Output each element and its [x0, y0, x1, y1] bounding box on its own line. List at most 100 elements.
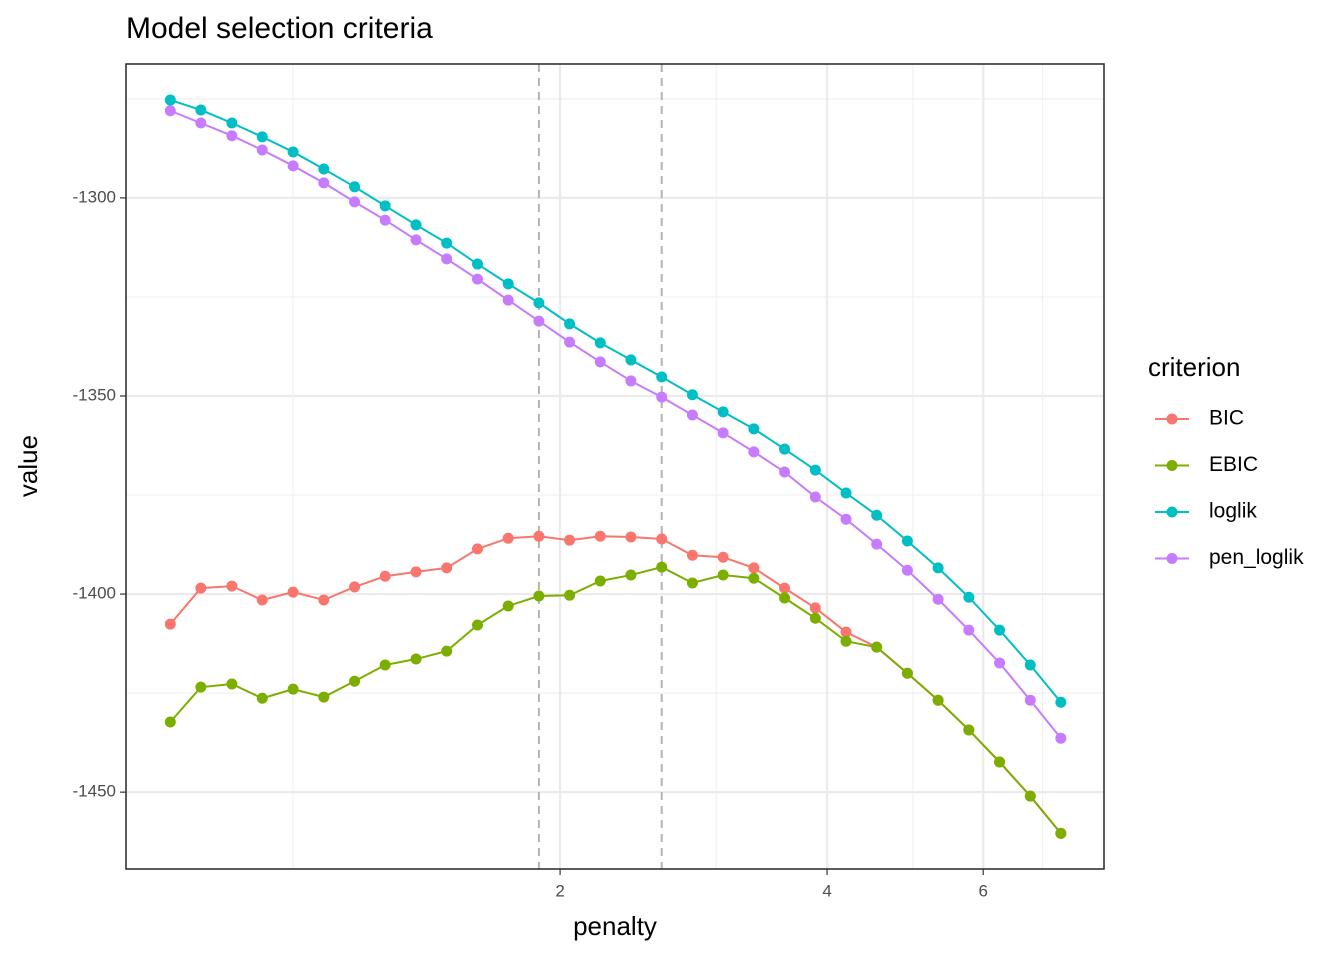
data-point: [963, 724, 975, 736]
data-point: [502, 294, 514, 306]
data-point: [656, 561, 668, 573]
plot-border: [125, 63, 1105, 870]
data-point: [717, 406, 729, 418]
series-line: [169, 99, 1062, 703]
data-point: [871, 538, 883, 550]
data-point: [901, 667, 913, 679]
data-point: [195, 681, 207, 693]
data-point: [379, 200, 391, 212]
data-point: [717, 427, 729, 439]
data-point: [226, 580, 238, 592]
data-point: [533, 315, 545, 327]
y-tick-label: -1300: [73, 187, 116, 206]
data-point: [471, 543, 483, 555]
data-point: [349, 581, 361, 593]
data-point: [809, 602, 821, 614]
data-point: [318, 691, 330, 703]
x-tick-label: 6: [978, 881, 987, 900]
data-point: [564, 589, 576, 601]
data-point: [1024, 694, 1036, 706]
data-point: [656, 533, 668, 545]
y-tick-label: -1350: [73, 385, 116, 404]
data-point: [441, 253, 453, 265]
data-point: [471, 619, 483, 631]
data-point: [994, 624, 1006, 636]
data-point: [594, 530, 606, 542]
data-point: [195, 104, 207, 116]
series-line: [169, 109, 1062, 739]
data-point: [256, 144, 268, 156]
legend-marker: [1166, 553, 1178, 564]
data-point: [963, 591, 975, 603]
x-tick-label: 4: [822, 881, 831, 900]
data-point: [686, 389, 698, 401]
legend-label: BIC: [1209, 407, 1244, 430]
data-point: [717, 569, 729, 581]
data-point: [441, 562, 453, 574]
data-point: [594, 337, 606, 349]
data-point: [318, 163, 330, 175]
data-point: [287, 586, 299, 598]
data-point: [564, 534, 576, 546]
data-point: [625, 354, 637, 366]
data-point: [840, 635, 852, 647]
data-point: [502, 600, 514, 612]
data-point: [840, 513, 852, 525]
data-point: [349, 196, 361, 208]
data-point: [256, 692, 268, 704]
data-point: [256, 594, 268, 606]
data-point: [779, 582, 791, 594]
data-point: [625, 375, 637, 387]
legend-marker: [1166, 413, 1178, 425]
y-tick-label: -1450: [73, 782, 116, 801]
data-point: [901, 564, 913, 576]
data-point: [994, 756, 1006, 768]
data-point: [379, 214, 391, 226]
data-point: [686, 409, 698, 421]
data-point: [717, 551, 729, 563]
data-point: [379, 659, 391, 671]
data-point: [932, 562, 944, 574]
legend-label: pen_loglik: [1209, 546, 1304, 569]
data-point: [840, 487, 852, 499]
data-point: [932, 593, 944, 605]
data-point: [164, 716, 176, 728]
data-point: [471, 258, 483, 270]
data-point: [625, 569, 637, 581]
data-point: [686, 577, 698, 589]
data-point: [779, 466, 791, 478]
x-tick-label: 2: [555, 881, 564, 900]
data-point: [809, 612, 821, 624]
data-point: [963, 624, 975, 636]
data-point: [226, 678, 238, 690]
data-point: [410, 566, 422, 578]
data-point: [748, 423, 760, 435]
data-point: [748, 446, 760, 458]
data-point: [349, 181, 361, 193]
y-tick-label: -1400: [73, 584, 116, 603]
data-point: [195, 582, 207, 594]
legend-label: loglik: [1209, 500, 1257, 523]
data-point: [410, 219, 422, 231]
data-point: [287, 160, 299, 172]
data-point: [1055, 827, 1067, 839]
data-point: [441, 645, 453, 657]
data-point: [809, 491, 821, 503]
data-point: [502, 278, 514, 290]
data-point: [748, 572, 760, 584]
data-point: [533, 297, 545, 309]
series-line: [169, 535, 1062, 834]
chart-title: Model selection criteria: [126, 12, 433, 45]
data-point: [164, 618, 176, 630]
data-point: [226, 117, 238, 129]
data-point: [1024, 659, 1036, 671]
data-point: [318, 594, 330, 606]
y-axis-label: value: [13, 435, 43, 497]
data-point: [533, 590, 545, 602]
data-point: [1024, 790, 1036, 802]
data-point: [195, 117, 207, 129]
data-point: [287, 683, 299, 695]
data-point: [871, 509, 883, 521]
data-point: [441, 237, 453, 249]
data-point: [287, 146, 299, 158]
